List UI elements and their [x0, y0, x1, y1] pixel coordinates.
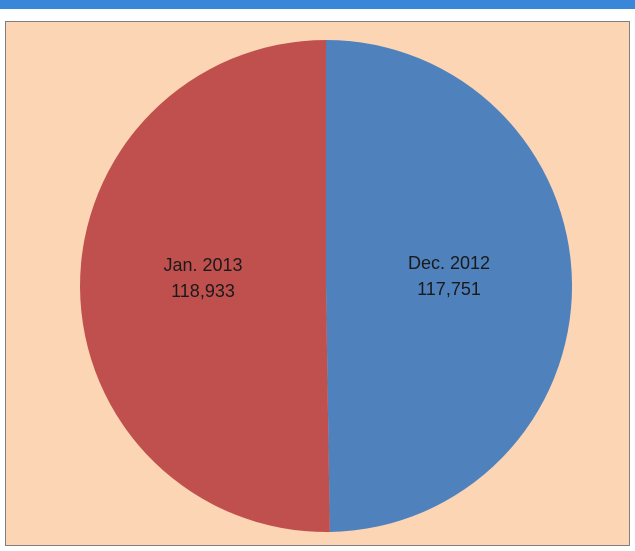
- pie-slice-1: [80, 40, 330, 533]
- pie-slice-label-0: Dec. 2012: [408, 253, 490, 273]
- pie-slice-value-0: 117,751: [417, 279, 481, 299]
- pie-slice-value-1: 118,933: [171, 281, 235, 301]
- pie-slices: [80, 40, 573, 533]
- pie-labels: Dec. 2012 117,751 Jan. 2013 118,933: [163, 253, 490, 301]
- pie-slice-label-1: Jan. 2013: [163, 255, 242, 275]
- pie-chart-frame: Dec. 2012 117,751 Jan. 2013 118,933: [5, 21, 630, 546]
- header-bar: [0, 0, 635, 9]
- pie-slice-0: [326, 40, 573, 532]
- pie-chart: Dec. 2012 117,751 Jan. 2013 118,933: [80, 40, 573, 533]
